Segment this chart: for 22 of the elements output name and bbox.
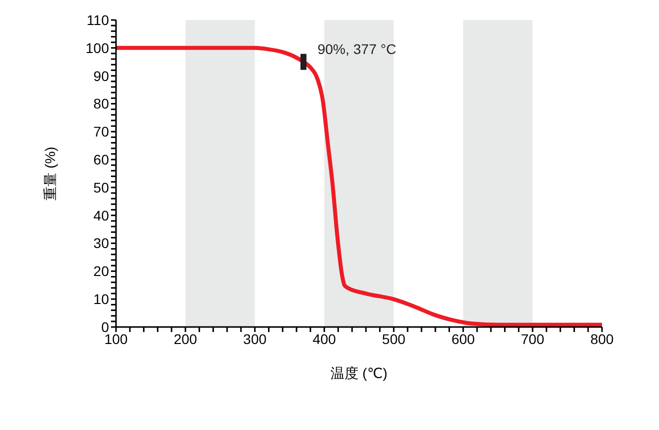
y-axis-title: 重量 (%): [42, 146, 58, 200]
y-tick-label: 40: [93, 207, 110, 224]
x-tick-label: 800: [590, 330, 614, 347]
y-tick-label: 100: [86, 40, 110, 56]
x-tick-label: 600: [451, 330, 476, 347]
y-tick-label: 0: [101, 318, 110, 335]
y-tick-label: 50: [93, 179, 110, 196]
y-tick-label: 20: [93, 263, 110, 280]
x-tick-label: 700: [520, 330, 544, 347]
y-tick-label: 10: [93, 291, 110, 308]
y-tick-label: 90: [93, 68, 110, 84]
y-tick-label: 60: [93, 152, 110, 168]
x-tick-label: 400: [312, 330, 336, 347]
x-tick-label: 300: [243, 330, 267, 347]
x-tick-label: 500: [382, 330, 406, 347]
y-tick-label: 30: [93, 235, 110, 252]
annotation: 90%, 377 °C: [317, 40, 396, 57]
y-tick-label: 80: [93, 96, 110, 112]
y-tick-label: 70: [93, 124, 110, 140]
x-axis-title: 温度 (℃): [330, 365, 388, 381]
y-tick-label: 110: [86, 12, 110, 28]
x-tick-label: 200: [174, 330, 198, 347]
